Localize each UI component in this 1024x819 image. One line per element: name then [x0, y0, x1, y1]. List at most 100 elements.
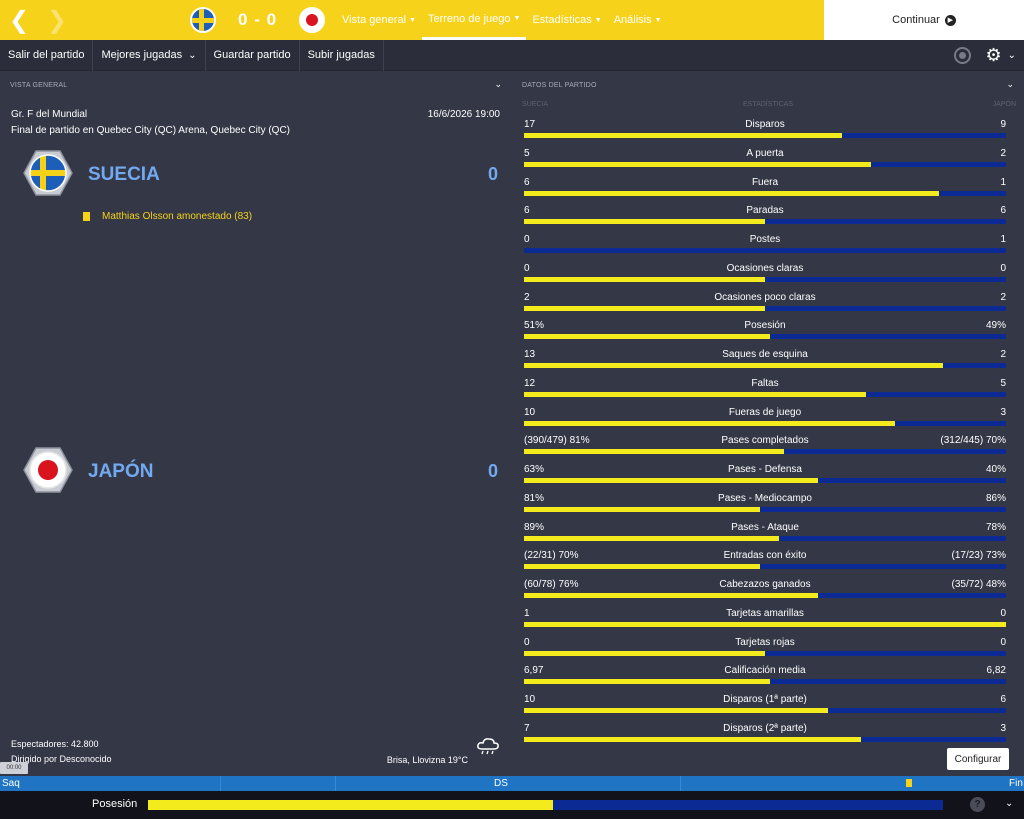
- home-team-name[interactable]: SUECIA: [88, 164, 160, 185]
- upload-highlights-button[interactable]: Subir jugadas: [300, 39, 384, 71]
- match-datetime: 16/6/2026 19:00: [427, 109, 500, 120]
- timeline-segment: [680, 776, 870, 791]
- record-icon[interactable]: [954, 47, 972, 64]
- stat-bar: [524, 593, 1006, 598]
- event-text: Matthias Olsson amonestado (83): [102, 211, 253, 222]
- stat-away-value: 2: [1000, 147, 1006, 159]
- stat-bar: [524, 679, 1006, 685]
- stat-away-value: 6,82: [986, 665, 1006, 677]
- stat-home-value: (22/31) 70%: [524, 550, 579, 562]
- match-timeline[interactable]: 00:00 Saq DS Fin: [0, 762, 1024, 791]
- stat-row: 5 A puerta 2: [524, 143, 1006, 171]
- stat-away-value: 5: [1000, 377, 1006, 389]
- highlights-button[interactable]: Mejores jugadas ⌄: [93, 39, 206, 71]
- stat-bar: [524, 650, 1006, 656]
- away-team-name[interactable]: JAPÓN: [88, 461, 154, 482]
- stat-away-value: 3: [1000, 722, 1006, 734]
- sweden-badge-icon: [23, 150, 73, 196]
- tab-label: Estadísticas: [532, 14, 592, 26]
- stat-away-value: 1: [1000, 234, 1006, 245]
- match-event: Matthias Olsson amonestado (83): [83, 211, 252, 222]
- stat-bar-home-fill: [524, 621, 1006, 627]
- stat-bar-home-fill: [524, 219, 765, 225]
- configure-button[interactable]: Configurar: [947, 748, 1009, 770]
- stats-col-home: Suecia: [522, 101, 549, 108]
- stat-label: Postes: [749, 234, 781, 245]
- stat-row: 17 Disparos 9: [524, 114, 1006, 142]
- stat-home-value: (60/78) 76%: [524, 579, 579, 590]
- stat-label: Fueras de juego: [728, 406, 802, 418]
- stat-bar-home-fill: [524, 478, 818, 483]
- match-stats-panel: Datos del partido ⌄ Suecia Estadísticas …: [512, 72, 1024, 776]
- home-score: 0: [238, 10, 249, 29]
- home-team-score: 0: [487, 164, 498, 184]
- stat-label: Posesión: [744, 320, 786, 332]
- stat-label: Saques de esquina: [722, 349, 808, 360]
- stat-bar: [524, 334, 1006, 340]
- tab-vista-general[interactable]: Vista general ▼: [336, 0, 422, 40]
- stat-label: Pases - Ataque: [731, 521, 799, 533]
- stat-row: 6 Fuera 1: [524, 172, 1006, 200]
- stat-row: 6,97 Calificación media 6,82: [524, 660, 1006, 688]
- stat-row: (390/479) 81% Pases completados (312/445) …: [524, 430, 1006, 458]
- stat-home-value: 81%: [524, 492, 545, 504]
- away-team-score: 0: [487, 461, 498, 481]
- stat-label: Tarjetas amarillas: [726, 607, 804, 619]
- stat-label: Disparos (2ª parte): [723, 722, 807, 734]
- chevron-down-icon[interactable]: ⌄: [494, 79, 502, 89]
- stat-home-value: 17: [524, 119, 536, 130]
- drizzle-cloud-icon: [477, 738, 499, 755]
- stat-row: 10 Disparos (1ª parte) 6: [524, 689, 1006, 717]
- back-arrow-icon[interactable]: ❮: [8, 6, 30, 34]
- score-separator: -: [254, 10, 261, 29]
- button-label: Mejores jugadas: [101, 49, 183, 61]
- stat-bar: [524, 248, 1006, 253]
- tab-terreno-de-juego[interactable]: Terreno de juego ▼: [421, 0, 527, 40]
- stat-away-value: 0: [1000, 636, 1006, 648]
- yellow-card-icon[interactable]: [906, 779, 912, 787]
- button-label: Guardar partido: [213, 49, 291, 61]
- stat-bar: [524, 161, 1006, 167]
- stats-col-label: Estadísticas: [742, 101, 794, 108]
- exit-match-button[interactable]: Salir del partido: [0, 39, 94, 71]
- stat-away-value: (17/23) 73%: [951, 550, 1006, 562]
- stat-away-value: 3: [1000, 406, 1006, 418]
- timeline-halftime: DS: [494, 778, 508, 789]
- tab-estadisticas[interactable]: Estadísticas ▼: [526, 0, 607, 40]
- button-label: Salir del partido: [8, 49, 85, 61]
- chevron-down-icon[interactable]: ⌄: [1006, 79, 1014, 89]
- stat-bar-home-fill: [524, 506, 760, 512]
- top-nav: Vista general ▼ Terreno de juego ▼ Estadís…: [336, 0, 668, 40]
- stat-label: Pases completados: [721, 435, 809, 447]
- stat-away-value: 6: [1000, 205, 1006, 217]
- save-match-button[interactable]: Guardar partido: [206, 39, 300, 71]
- stat-bar-home-fill: [524, 679, 770, 685]
- help-icon[interactable]: ?: [970, 797, 985, 812]
- stat-row: 10 Fueras de juego 3: [524, 402, 1006, 430]
- stat-row: (22/31) 70% Entradas con éxito (17/23) 73%: [524, 545, 1006, 573]
- stat-home-value: 7: [524, 722, 530, 734]
- stats-col-away: Japón: [992, 101, 1016, 108]
- stat-label: Paradas: [746, 205, 784, 217]
- japan-flag-icon: [299, 7, 326, 33]
- tab-label: Vista general: [342, 14, 407, 26]
- tab-analisis[interactable]: Análisis ▼: [608, 0, 668, 40]
- stat-label: Tarjetas rojas: [735, 636, 795, 648]
- settings-menu[interactable]: ⚙ ⌄: [985, 45, 1016, 66]
- stat-home-value: 12: [524, 377, 536, 389]
- stat-away-value: 0: [1000, 607, 1006, 619]
- stat-bar: [524, 190, 1006, 196]
- stat-home-value: 0: [524, 262, 530, 274]
- stat-bar-home-fill: [524, 564, 760, 570]
- stat-away-value: (35/72) 48%: [951, 579, 1006, 590]
- stat-bar: [524, 133, 1006, 138]
- chevron-down-icon[interactable]: ⌄: [1005, 798, 1014, 809]
- forward-arrow-icon[interactable]: ❯: [46, 6, 68, 34]
- stat-home-value: 6: [524, 176, 530, 188]
- continue-button[interactable]: Continuar ▶: [824, 0, 1024, 40]
- stat-row: 7 Disparos (2ª parte) 3: [524, 718, 1006, 746]
- stat-away-value: 78%: [985, 521, 1006, 533]
- toolbar-right: ⚙ ⌄: [954, 40, 1016, 71]
- stat-bar: [524, 219, 1006, 225]
- stat-bar: [524, 506, 1006, 512]
